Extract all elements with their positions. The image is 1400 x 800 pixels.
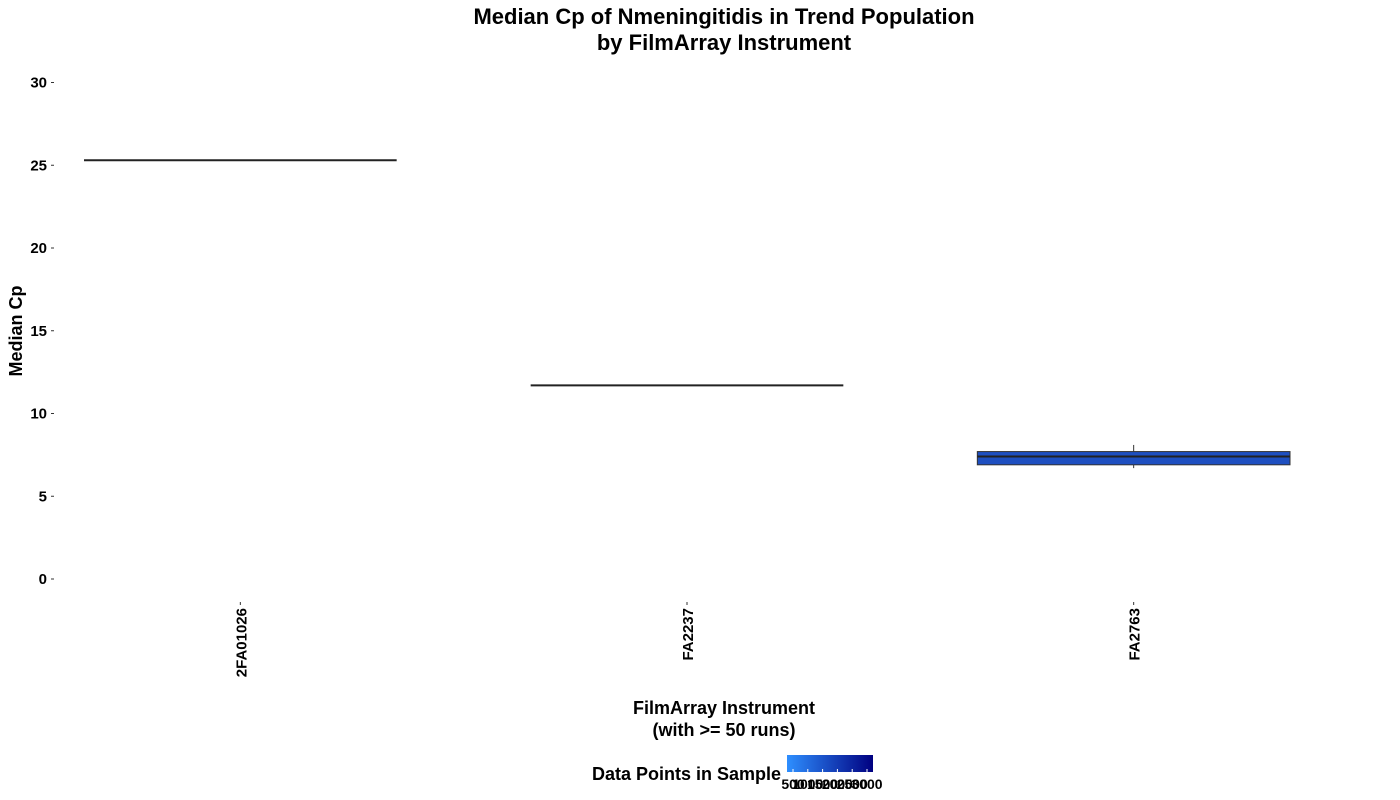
legend-tick-label: 2000: [822, 776, 853, 792]
legend-colorbar: [787, 755, 873, 772]
y-tick-label: 20: [30, 240, 47, 257]
x-axis: 2FA01026 FA2237 FA2763: [233, 602, 1144, 677]
chart-title-line-1: Median Cp of Nmeningitidis in Trend Popu…: [473, 4, 974, 29]
box-iqr: [976, 451, 1291, 466]
x-axis-title: FilmArray Instrument (with >= 50 runs): [633, 698, 815, 740]
x-tick-label: FA2237: [680, 608, 697, 661]
y-tick-label: 30: [30, 75, 47, 92]
x-tick-label: 2FA01026: [233, 608, 250, 677]
chart-title-line-2: by FilmArray Instrument: [597, 30, 852, 55]
y-tick-label: 15: [30, 323, 47, 340]
legend-tick-label: 500: [781, 776, 805, 792]
y-axis-title: Median Cp: [6, 285, 26, 376]
x-axis-title-line-1: FilmArray Instrument: [633, 698, 815, 718]
legend-tick-label: 3000: [851, 776, 882, 792]
legend-tick-label: 1000: [792, 776, 823, 792]
legend-tick-label: 1500: [807, 776, 838, 792]
chart-title: Median Cp of Nmeningitidis in Trend Popu…: [473, 4, 974, 55]
y-axis: 0 5 10 15 20 25 30: [30, 75, 54, 588]
legend: Data Points in Sample 500100015002000250…: [592, 755, 883, 792]
y-tick-label: 10: [30, 406, 47, 423]
box-series: [84, 159, 1291, 469]
x-axis-title-line-2: (with >= 50 runs): [652, 720, 795, 740]
x-tick-label: FA2763: [1127, 608, 1144, 661]
y-tick-label: 5: [39, 488, 47, 505]
y-tick-label: 25: [30, 157, 47, 174]
legend-tick-label: 2500: [837, 776, 868, 792]
box-FA2763: [976, 444, 1291, 469]
legend-title: Data Points in Sample: [592, 764, 781, 784]
y-tick-label: 0: [39, 571, 47, 588]
